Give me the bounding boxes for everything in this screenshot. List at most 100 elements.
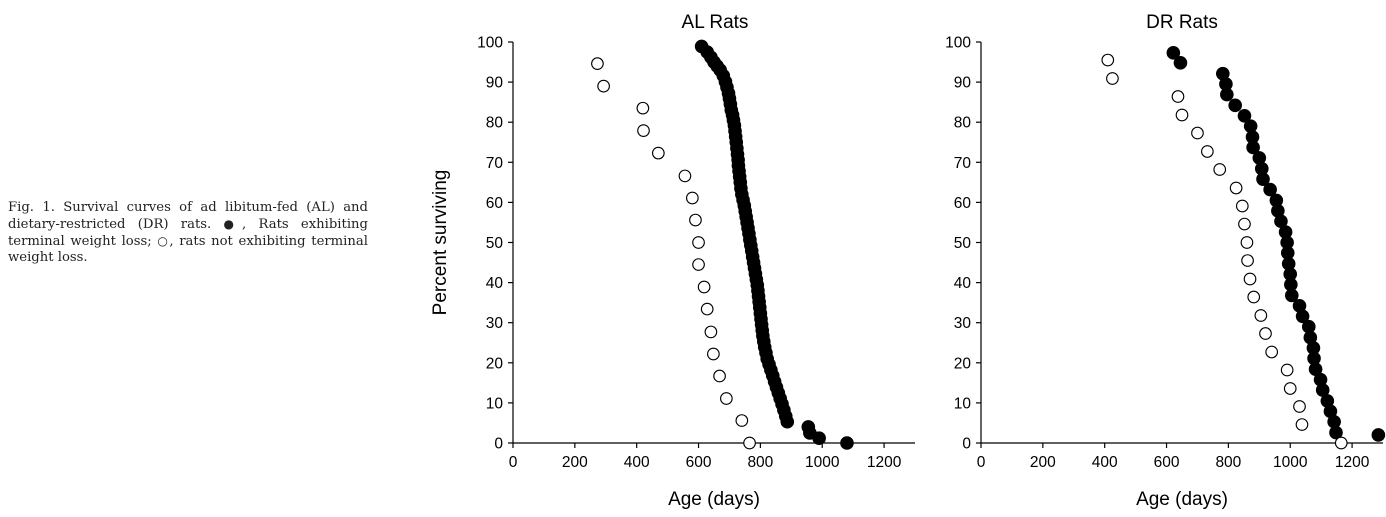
no-weight-loss-point xyxy=(700,302,714,316)
chart-0-y-axis-label: Percent surviving xyxy=(430,170,451,316)
chart-0-title: AL Rats xyxy=(682,12,749,33)
no-weight-loss-point xyxy=(678,169,692,183)
chart-0-y-tick-label: 0 xyxy=(494,436,503,453)
chart-1-y-tick-label: 100 xyxy=(945,35,971,52)
no-weight-loss-point xyxy=(1265,345,1279,359)
chart-1-x-tick-label: 600 xyxy=(1154,454,1180,471)
chart-0-y-tick-label: 10 xyxy=(486,395,504,412)
chart-0-y-tick-label: 70 xyxy=(486,155,504,172)
chart-1-x-tick-label: 1000 xyxy=(1273,454,1308,471)
chart-1-title: DR Rats xyxy=(1146,12,1218,33)
caption-prefix: Fig. 1. Survival curves of ad libitum-fe… xyxy=(8,200,368,232)
no-weight-loss-point xyxy=(692,258,705,271)
chart-0-y-tick-label: 50 xyxy=(486,235,504,252)
no-weight-loss-point xyxy=(1254,309,1268,322)
no-weight-loss-point xyxy=(1283,382,1297,395)
no-weight-loss-point xyxy=(720,392,733,405)
no-weight-loss-point xyxy=(697,280,711,294)
weight-loss-point xyxy=(1220,87,1234,102)
no-weight-loss-point xyxy=(1241,254,1254,267)
chart-1-y-tick-label: 70 xyxy=(954,155,972,172)
caption-open-text: , rats not exhibiting terminal weight lo… xyxy=(8,234,368,265)
chart-1-x-tick-label: 400 xyxy=(1092,454,1118,471)
no-weight-loss-point xyxy=(692,236,705,249)
weight-loss-point xyxy=(812,431,826,445)
no-weight-loss-point xyxy=(1106,72,1119,85)
chart-1-x-tick-label: 800 xyxy=(1215,454,1241,471)
figure-caption: Fig. 1. Survival curves of ad libitum-fe… xyxy=(8,200,368,266)
weight-loss-point xyxy=(1228,98,1242,113)
weight-loss-point xyxy=(1237,108,1252,123)
no-weight-loss-point xyxy=(1201,145,1214,158)
chart-0-y-tick-label: 80 xyxy=(486,115,504,132)
open-circle-icon: ○ xyxy=(157,234,170,248)
no-weight-loss-point xyxy=(704,325,718,339)
weight-loss-point xyxy=(780,414,795,429)
no-weight-loss-point xyxy=(1213,163,1227,176)
no-weight-loss-point xyxy=(1175,108,1189,122)
chart-1-x-axis-label: Age (days) xyxy=(1136,489,1228,510)
no-weight-loss-point xyxy=(1247,290,1261,304)
chart-0-x-tick-label: 600 xyxy=(686,454,712,471)
weight-loss-point xyxy=(1256,172,1270,186)
chart-1-y-tick-label: 0 xyxy=(962,436,971,453)
no-weight-loss-point xyxy=(1240,236,1254,249)
no-weight-loss-point xyxy=(689,213,702,227)
no-weight-loss-point xyxy=(1280,363,1294,377)
no-weight-loss-point xyxy=(1101,53,1115,67)
no-weight-loss-point xyxy=(1171,90,1185,103)
chart-1-y-tick-label: 80 xyxy=(954,115,972,132)
weight-loss-point xyxy=(1166,46,1181,60)
chart-1-y-tick-label: 60 xyxy=(954,195,972,212)
chart-0-x-tick-label: 400 xyxy=(624,454,650,471)
chart-0-y-tick-label: 100 xyxy=(477,35,503,52)
no-weight-loss-point xyxy=(637,124,650,137)
weight-loss-point xyxy=(1263,182,1277,197)
no-weight-loss-point xyxy=(743,436,756,450)
no-weight-loss-point xyxy=(1229,181,1243,195)
no-weight-loss-point xyxy=(591,57,604,71)
weight-loss-point xyxy=(840,436,854,450)
weight-loss-point xyxy=(1329,425,1343,440)
weight-loss-point xyxy=(1284,288,1299,303)
chart-0-y-tick-label: 90 xyxy=(486,75,504,92)
chart-1-x-tick-label: 1200 xyxy=(1335,454,1370,471)
chart-0-x-tick-label: 200 xyxy=(562,454,588,471)
no-weight-loss-point xyxy=(1295,418,1309,431)
no-weight-loss-point xyxy=(651,146,665,160)
chart-0-x-tick-label: 1000 xyxy=(805,454,840,471)
chart-1-y-tick-label: 40 xyxy=(954,275,972,292)
caption-filled-text: , Rats exhibiting terminal weight loss; xyxy=(8,217,368,249)
no-weight-loss-point xyxy=(1243,272,1257,286)
weight-loss-point xyxy=(1173,56,1188,70)
chart-1-x-tick-label: 200 xyxy=(1030,454,1056,471)
chart-1-y-tick-label: 50 xyxy=(954,235,972,252)
chart-1-y-tick-label: 90 xyxy=(954,75,972,92)
no-weight-loss-point xyxy=(1191,126,1204,140)
chart-0-x-axis-label: Age (days) xyxy=(668,489,760,510)
no-weight-loss-point xyxy=(1293,400,1306,413)
chart-0-x-tick-label: 0 xyxy=(509,454,518,471)
weight-loss-point xyxy=(1295,309,1310,324)
no-weight-loss-point xyxy=(707,347,720,361)
weight-loss-point xyxy=(1246,140,1260,155)
chart-1-x-tick-label: 0 xyxy=(977,454,986,471)
chart-0-y-tick-label: 40 xyxy=(486,275,504,292)
no-weight-loss-point xyxy=(1238,217,1251,231)
chart-0-x-tick-label: 800 xyxy=(747,454,773,471)
chart-0-y-tick-label: 30 xyxy=(486,315,504,332)
no-weight-loss-point xyxy=(597,79,610,93)
no-weight-loss-point xyxy=(1235,199,1249,213)
chart-1-y-tick-label: 20 xyxy=(954,355,972,372)
no-weight-loss-point xyxy=(1334,436,1348,450)
chart-0-y-tick-label: 60 xyxy=(486,195,504,212)
chart-1-y-tick-label: 10 xyxy=(954,395,972,412)
no-weight-loss-point xyxy=(686,191,699,205)
chart-1-y-tick-label: 30 xyxy=(954,315,972,332)
weight-loss-point xyxy=(1371,428,1386,442)
no-weight-loss-point xyxy=(713,369,726,383)
filled-circle-icon: ● xyxy=(223,217,243,231)
no-weight-loss-point xyxy=(1259,327,1272,340)
